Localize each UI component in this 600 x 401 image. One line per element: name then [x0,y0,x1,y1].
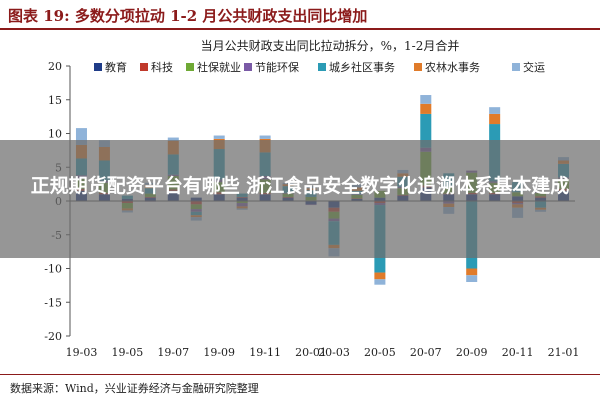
source-text: 数据来源：Wind，兴业证券经济与金融研究院整理 [10,382,259,395]
y-tick-label: -20 [44,330,62,343]
legend-swatch [186,63,194,71]
bar-segment [374,279,386,285]
bar-segment [489,107,501,114]
legend-swatch [512,63,520,71]
x-tick-label: 20-07 [410,346,442,359]
legend-label: 教育 [105,60,127,74]
x-tick-label: 20-01 [295,346,327,359]
overlay-banner: 正规期货配资平台有哪些 浙江食品安全数字化追溯体系基本建成 [0,140,600,258]
legend-swatch [94,63,102,71]
y-tick-label: -15 [44,296,62,309]
x-tick-label: 20-03 [318,346,350,359]
y-tick-label: 10 [48,128,62,141]
x-tick-label: 19-05 [112,346,144,359]
figure-title: 图表 19: 多数分项拉动 1-2 月公共财政支出同比增加 [8,7,368,25]
bar-segment [259,135,271,139]
bar-segment [420,103,432,114]
figure-source: 数据来源：Wind，兴业证券经济与金融研究院整理 [0,374,600,401]
bar-segment [466,268,478,276]
x-tick-label: 20-11 [502,346,534,359]
bar-segment [420,95,432,104]
bar-segment [489,113,501,125]
figure-header: 图表 19: 多数分项拉动 1-2 月公共财政支出同比增加 [0,0,600,30]
x-tick-label: 19-11 [249,346,281,359]
legend-label: 农林水事务 [425,60,480,74]
x-tick-label: 19-07 [157,346,189,359]
bar-segment [420,113,432,148]
bar-segment [374,272,386,280]
chart-title: 当月公共财政支出同比拉动拆分，%，1-2月合并 [201,38,460,53]
legend-swatch [318,63,326,71]
x-tick-label: 21-01 [548,346,580,359]
legend-swatch [140,63,148,71]
bar-segment [167,137,179,141]
bar-segment [75,128,87,145]
x-tick-label: 20-09 [456,346,488,359]
legend-label: 交运 [523,60,545,74]
overlay-headline: 正规期货配资平台有哪些 浙江食品安全数字化追溯体系基本建成 [30,175,570,197]
bar-segment [466,275,478,282]
bar-segment [213,135,225,139]
y-tick-label: 15 [48,94,62,107]
chart-legend: 教育 科技 社保就业 节能环保 城乡社区事务 农林水事务 交运 [94,60,545,74]
y-tick-label: 20 [48,60,62,73]
legend-label: 科技 [151,60,173,74]
legend-label: 城乡社区事务 [329,60,395,74]
legend-label: 社保就业 [197,60,241,74]
legend-swatch [414,63,422,71]
legend-label: 节能环保 [255,60,299,74]
legend-swatch [244,63,252,71]
x-tick-label: 19-03 [66,346,98,359]
x-tick-label: 19-09 [203,346,235,359]
y-tick-label: -10 [44,263,62,276]
x-tick-label: 20-05 [364,346,396,359]
